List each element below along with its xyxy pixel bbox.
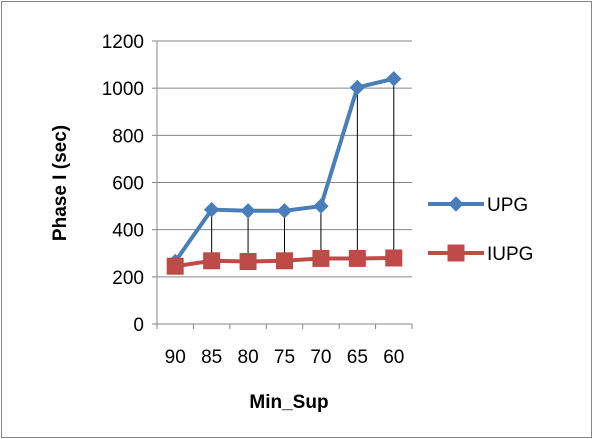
x-tick-label: 75	[274, 347, 295, 368]
y-tick-label: 200	[112, 268, 144, 289]
data-point-iupg	[276, 252, 293, 270]
data-point-iupg	[239, 253, 257, 271]
data-point-upg	[203, 201, 220, 218]
y-tick-label: 1000	[102, 79, 144, 100]
drop-lines	[174, 78, 395, 267]
y-tick-label: 800	[112, 126, 144, 147]
data-point-upg	[313, 198, 329, 214]
y-tick-label: 400	[112, 221, 144, 242]
x-axis-title: Min_Sup	[249, 392, 328, 413]
y-tick-label: 0	[133, 315, 144, 336]
data-point-iupg	[348, 249, 366, 267]
legend-marker-iupg	[447, 244, 465, 262]
data-point-upg	[240, 203, 256, 219]
x-tick-label: 70	[310, 347, 331, 368]
x-tick-label: 60	[383, 347, 404, 368]
x-tick-label: 80	[238, 347, 259, 368]
data-point-upg	[386, 71, 402, 87]
data-point-iupg	[203, 252, 221, 270]
data-point-iupg	[166, 257, 184, 275]
y-axis-title: Phase I (sec)	[50, 125, 71, 241]
y-tick-label: 1200	[102, 32, 144, 53]
data-point-upg	[276, 203, 293, 219]
data-point-iupg	[385, 249, 403, 267]
legend: UPG IUPG	[428, 195, 533, 265]
x-tick-label: 90	[165, 347, 186, 368]
axes	[152, 40, 413, 329]
data-point-iupg	[312, 249, 330, 267]
y-tick-label: 600	[112, 174, 144, 195]
legend-label-upg: UPG	[487, 195, 528, 216]
series	[166, 71, 403, 275]
legend-label-iupg: IUPG	[487, 244, 533, 265]
x-tick-label: 85	[201, 347, 222, 368]
tick-labels: 0 200 400 600 800 1000 1200 90 85 80 75 70 65 60	[102, 32, 405, 368]
legend-marker-upg	[448, 196, 464, 212]
data-point-upg	[349, 79, 366, 96]
x-tick-label: 65	[347, 347, 368, 368]
